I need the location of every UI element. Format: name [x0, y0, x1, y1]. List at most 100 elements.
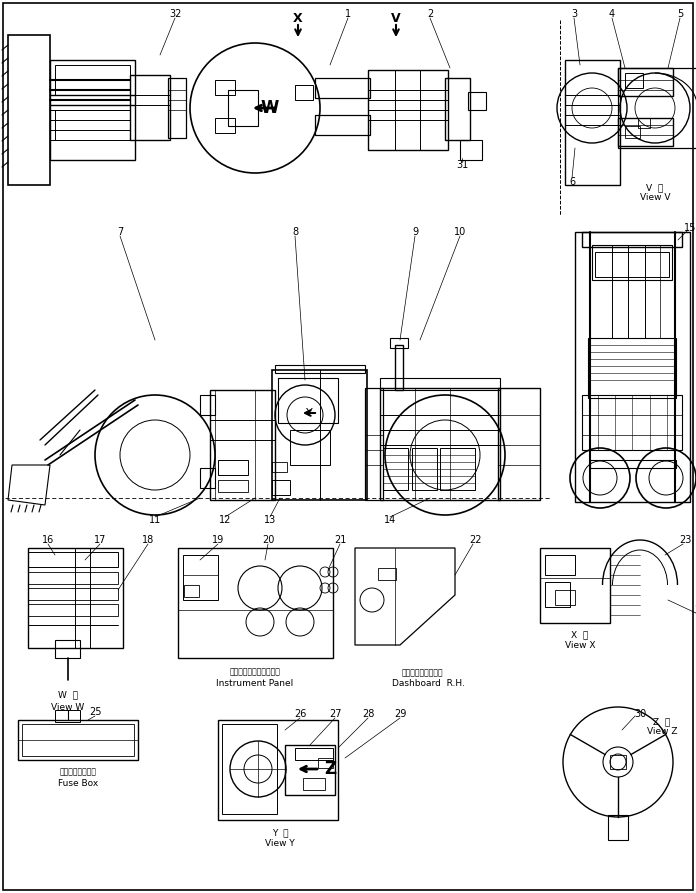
Text: 28: 28	[362, 709, 374, 719]
Bar	[368, 70, 448, 150]
Bar	[28, 588, 118, 600]
Bar	[318, 758, 333, 768]
Text: V: V	[391, 12, 401, 24]
Bar	[183, 555, 218, 600]
Text: 7: 7	[117, 227, 123, 237]
Text: Fuse Box: Fuse Box	[58, 779, 98, 788]
Bar	[618, 118, 673, 146]
Text: インスツルメントパネル: インスツルメントパネル	[230, 667, 280, 677]
Text: 25: 25	[89, 707, 101, 717]
Text: Y: Y	[306, 408, 313, 418]
Text: 22: 22	[468, 535, 481, 545]
Bar	[590, 460, 676, 468]
Bar	[303, 778, 325, 790]
Text: 11: 11	[149, 515, 161, 525]
Bar	[178, 548, 333, 658]
Bar	[218, 720, 338, 820]
Bar	[228, 90, 258, 126]
Bar	[555, 590, 575, 605]
Text: View W: View W	[52, 703, 85, 712]
Text: 15: 15	[683, 223, 696, 233]
Text: 30: 30	[634, 709, 646, 719]
Bar	[295, 748, 333, 760]
Bar	[445, 78, 470, 140]
Bar	[412, 448, 437, 490]
Text: 16: 16	[42, 535, 54, 545]
Bar	[383, 448, 408, 490]
Bar	[545, 582, 570, 607]
Text: 9: 9	[412, 227, 418, 237]
Bar	[638, 118, 650, 128]
Bar	[440, 448, 475, 490]
Text: X: X	[293, 12, 303, 24]
Bar	[290, 430, 330, 465]
Bar	[184, 585, 199, 597]
Text: Z  視: Z 視	[654, 717, 671, 727]
Bar	[130, 75, 170, 140]
Bar	[28, 548, 123, 648]
Bar	[582, 232, 682, 247]
Text: W: W	[261, 99, 279, 117]
Bar	[200, 395, 215, 415]
Text: X  視: X 視	[571, 630, 589, 639]
Text: 4: 4	[609, 9, 615, 19]
Bar	[55, 710, 80, 722]
Text: ヒューズボックス: ヒューズボックス	[59, 767, 97, 777]
Bar	[625, 126, 640, 138]
Bar	[380, 388, 500, 500]
Bar	[540, 548, 610, 623]
Text: 6: 6	[569, 177, 575, 187]
Bar	[275, 365, 365, 373]
Text: 3: 3	[571, 9, 577, 19]
Text: Y  視: Y 視	[271, 829, 288, 838]
Bar	[28, 604, 118, 616]
Text: 1: 1	[345, 9, 351, 19]
Bar	[55, 110, 130, 140]
Bar	[608, 815, 628, 840]
Text: Instrument Panel: Instrument Panel	[216, 679, 294, 688]
Bar	[498, 388, 540, 500]
Bar	[272, 370, 367, 500]
Text: 32: 32	[169, 9, 181, 19]
Bar	[18, 720, 138, 760]
Bar	[200, 468, 215, 488]
Text: 5: 5	[677, 9, 683, 19]
Text: 23: 23	[679, 535, 691, 545]
Bar	[218, 460, 248, 475]
Bar	[390, 338, 408, 348]
Bar	[272, 480, 290, 495]
Bar	[395, 345, 403, 390]
Text: 31: 31	[456, 160, 468, 170]
Text: 10: 10	[454, 227, 466, 237]
Bar	[55, 640, 80, 658]
Bar	[215, 118, 235, 133]
Bar	[378, 568, 396, 580]
Bar	[278, 378, 338, 423]
Text: 12: 12	[219, 515, 231, 525]
Bar	[365, 388, 383, 500]
Text: 26: 26	[294, 709, 306, 719]
Text: Dashboard  R.H.: Dashboard R.H.	[392, 679, 464, 688]
Bar	[565, 60, 620, 185]
Text: 29: 29	[394, 709, 406, 719]
Bar	[625, 73, 643, 88]
Text: 14: 14	[384, 515, 396, 525]
Bar	[460, 140, 482, 160]
Bar	[8, 35, 50, 185]
Circle shape	[610, 754, 626, 770]
Bar	[545, 555, 575, 575]
Text: 20: 20	[262, 535, 274, 545]
Bar	[22, 724, 134, 756]
Text: ダッシュボード右側: ダッシュボード右側	[401, 669, 443, 678]
Text: 17: 17	[94, 535, 106, 545]
Text: V  視: V 視	[647, 183, 663, 193]
Bar	[210, 390, 275, 500]
Text: View Y: View Y	[265, 839, 295, 848]
Text: 21: 21	[334, 535, 346, 545]
Bar	[575, 232, 690, 502]
Bar	[28, 572, 118, 584]
Text: View X: View X	[564, 641, 595, 650]
Bar	[468, 92, 486, 110]
Bar	[50, 60, 135, 160]
Text: 19: 19	[212, 535, 224, 545]
